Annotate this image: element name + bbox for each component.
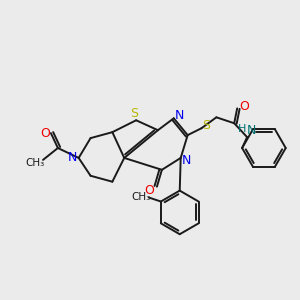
Text: N: N <box>182 154 191 167</box>
Text: CH₃: CH₃ <box>131 192 151 202</box>
Text: N: N <box>175 109 184 122</box>
Text: O: O <box>144 184 154 197</box>
Text: N: N <box>68 152 77 164</box>
Text: O: O <box>40 127 50 140</box>
Text: S: S <box>130 107 138 120</box>
Text: S: S <box>202 119 211 132</box>
Text: CH₃: CH₃ <box>26 158 45 168</box>
Text: N: N <box>246 124 256 137</box>
Text: O: O <box>239 100 249 113</box>
Text: H: H <box>238 124 246 134</box>
